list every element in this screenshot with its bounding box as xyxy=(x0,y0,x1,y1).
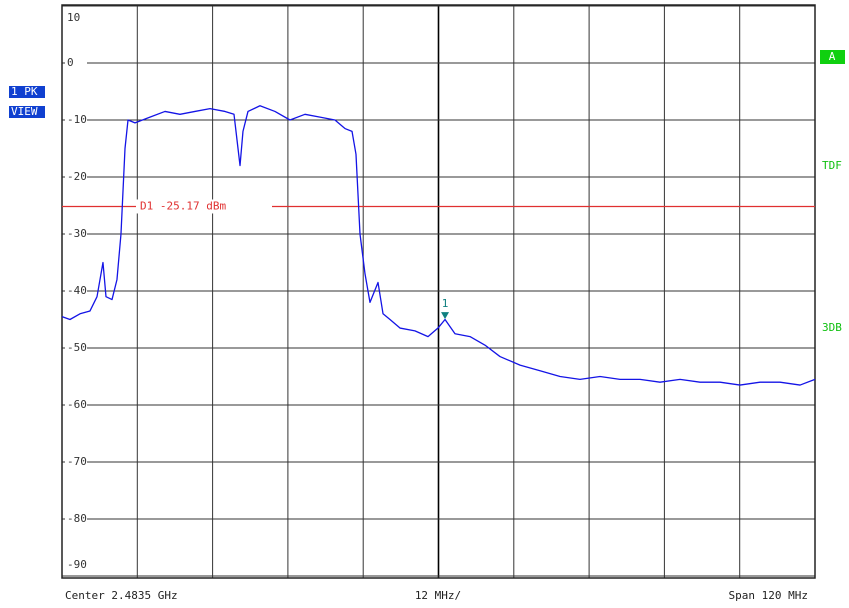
indicator-box xyxy=(820,50,845,64)
y-tick-label-bg xyxy=(65,12,87,24)
y-tick-label: -20 xyxy=(67,170,87,183)
y-tick-label: -70 xyxy=(67,455,87,468)
indicator-label: A xyxy=(829,50,836,63)
y-tick-label-bg xyxy=(65,456,87,468)
status-label: 1 PK xyxy=(11,85,38,98)
y-tick-label-bg xyxy=(65,399,87,411)
status-box xyxy=(9,86,45,98)
y-tick-label: -80 xyxy=(67,512,87,525)
plot-frame xyxy=(61,4,816,579)
y-tick-label: -30 xyxy=(67,227,87,240)
y-tick-label-bg xyxy=(65,559,87,571)
marker xyxy=(441,312,450,320)
y-tick-label: -40 xyxy=(67,284,87,297)
y-tick-label-bg xyxy=(65,228,87,240)
display-line-label-bg xyxy=(136,199,272,214)
status-label: VIEW xyxy=(11,105,38,118)
y-tick-label-bg xyxy=(65,57,87,69)
y-tick-label: -60 xyxy=(67,398,87,411)
y-tick-label-bg xyxy=(65,114,87,126)
y-tick-label-bg xyxy=(65,513,87,525)
display-line-label: D1 -25.17 dBm xyxy=(140,199,226,212)
footer-division: 12 MHz/ xyxy=(415,589,461,602)
y-tick-label: -10 xyxy=(67,113,87,126)
y-tick-label: -90 xyxy=(67,558,87,571)
marker-label: 1 xyxy=(442,297,449,310)
y-tick-label: 10 xyxy=(67,11,80,24)
footer-span: Span 120 MHz xyxy=(729,589,808,602)
y-tick-label-bg xyxy=(65,342,87,354)
y-tick-label: 0 xyxy=(67,56,74,69)
status-box xyxy=(9,106,45,118)
y-tick-label-bg xyxy=(65,171,87,183)
indicator-text: 3DB xyxy=(822,321,842,334)
footer-center: Center 2.4835 GHz xyxy=(65,589,178,602)
y-tick-label-bg xyxy=(65,285,87,297)
y-tick-label: -50 xyxy=(67,341,87,354)
indicator-text: TDF xyxy=(822,159,842,172)
trace xyxy=(61,105,816,386)
